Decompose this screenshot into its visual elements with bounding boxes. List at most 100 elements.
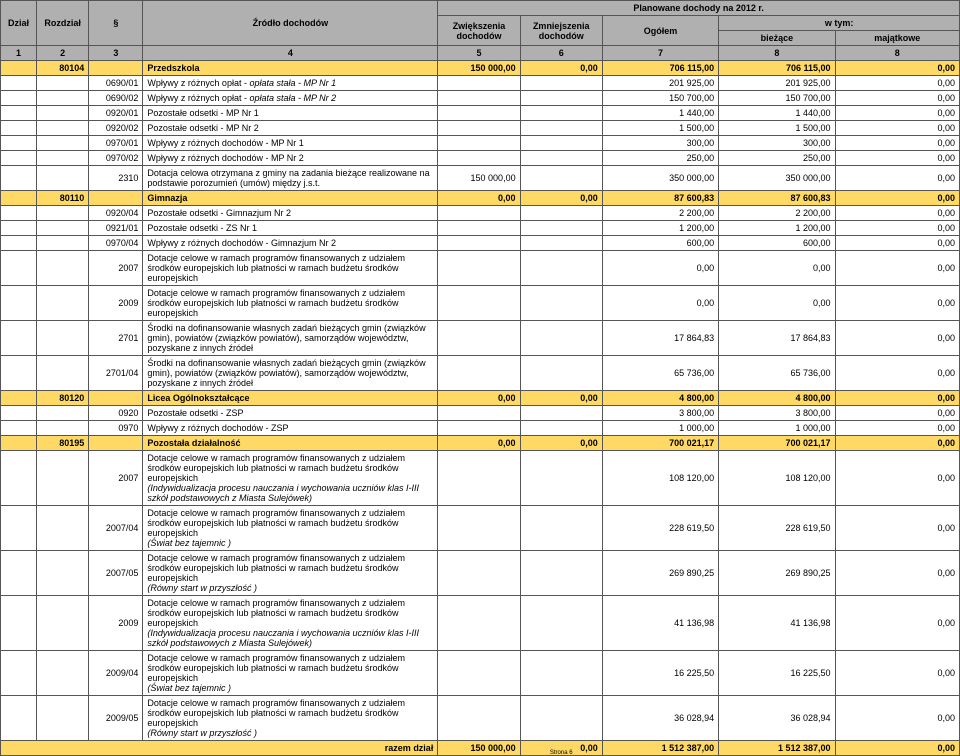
cell-source: Pozostałe odsetki - Gimnazjum Nr 2 [143, 206, 438, 221]
cell: 0921/01 [89, 221, 143, 236]
cell-source: Dotacje celowe w ramach programów finans… [143, 251, 438, 286]
cell [37, 91, 89, 106]
cell: 0,00 [835, 451, 959, 506]
cell [438, 551, 520, 596]
th-colnum: 4 [143, 46, 438, 61]
cell: 16 225,50 [602, 651, 718, 696]
cell: 1 000,00 [719, 421, 835, 436]
cell [37, 76, 89, 91]
cell [1, 121, 37, 136]
cell: 228 619,50 [602, 506, 718, 551]
cell: 2007/04 [89, 506, 143, 551]
cell [1, 151, 37, 166]
cell: 2 200,00 [602, 206, 718, 221]
cell [438, 91, 520, 106]
cell: 0,00 [438, 191, 520, 206]
cell: 0,00 [835, 421, 959, 436]
cell [1, 221, 37, 236]
table-row: 2701/04Środki na dofinansowanie własnych… [1, 356, 960, 391]
cell [1, 391, 37, 406]
cell: 0,00 [438, 436, 520, 451]
table-row: 0970Wpływy z różnych dochodów - ZSP1 000… [1, 421, 960, 436]
cell [1, 436, 37, 451]
cell: 0,00 [835, 286, 959, 321]
cell [520, 286, 602, 321]
cell [438, 506, 520, 551]
cell [520, 406, 602, 421]
table-row: 80195Pozostała działalność0,000,00700 02… [1, 436, 960, 451]
cell [37, 356, 89, 391]
cell: 0,00 [719, 286, 835, 321]
table-row: 0970/04Wpływy z różnych dochodów - Gimna… [1, 236, 960, 251]
table-body: 80104Przedszkola150 000,000,00706 115,00… [1, 61, 960, 741]
cell [37, 696, 89, 741]
cell-source: Przedszkola [143, 61, 438, 76]
cell [520, 136, 602, 151]
cell: 0,00 [835, 166, 959, 191]
cell: 0,00 [835, 151, 959, 166]
cell [1, 356, 37, 391]
cell [1, 451, 37, 506]
cell: 0970/02 [89, 151, 143, 166]
cell: 80110 [37, 191, 89, 206]
table-row: 2007/05Dotacje celowe w ramach programów… [1, 551, 960, 596]
table-row: 0690/02Wpływy z różnych opłat - opłata s… [1, 91, 960, 106]
cell: 1 500,00 [719, 121, 835, 136]
cell [438, 421, 520, 436]
cell: 350 000,00 [602, 166, 718, 191]
cell: 0,00 [835, 651, 959, 696]
cell-source: Środki na dofinansowanie własnych zadań … [143, 356, 438, 391]
table-row: 2007Dotacje celowe w ramach programów fi… [1, 451, 960, 506]
cell: 250,00 [719, 151, 835, 166]
cell: 300,00 [602, 136, 718, 151]
th-colnum: 7 [602, 46, 718, 61]
cell: 1 440,00 [719, 106, 835, 121]
table-row: 2009/04Dotacje celowe w ramach programów… [1, 651, 960, 696]
cell-source: Pozostałe odsetki - MP Nr 2 [143, 121, 438, 136]
cell: 0690/01 [89, 76, 143, 91]
cell [438, 251, 520, 286]
cell: 41 136,98 [719, 596, 835, 651]
cell [37, 151, 89, 166]
cell [89, 391, 143, 406]
cell [1, 191, 37, 206]
cell: 2009 [89, 596, 143, 651]
th-colnum: 5 [438, 46, 520, 61]
th-colnum: 8 [835, 46, 959, 61]
th-planowane: Planowane dochody na 2012 r. [438, 1, 960, 16]
cell-source: Wpływy z różnych dochodów - MP Nr 2 [143, 151, 438, 166]
cell: 0,00 [835, 91, 959, 106]
table-row: 2009Dotacje celowe w ramach programów fi… [1, 596, 960, 651]
cell [37, 321, 89, 356]
cell [1, 76, 37, 91]
cell: 0,00 [602, 251, 718, 286]
cell [37, 506, 89, 551]
cell: 201 925,00 [719, 76, 835, 91]
th-colnum: 6 [520, 46, 602, 61]
cell [1, 651, 37, 696]
cell [520, 151, 602, 166]
cell [438, 451, 520, 506]
cell [1, 421, 37, 436]
cell [520, 696, 602, 741]
cell [1, 506, 37, 551]
cell: 0,00 [835, 321, 959, 356]
cell: 65 736,00 [602, 356, 718, 391]
cell: 0,00 [835, 236, 959, 251]
cell [1, 551, 37, 596]
cell: 0,00 [835, 596, 959, 651]
table-row: 2009Dotacje celowe w ramach programów fi… [1, 286, 960, 321]
cell [1, 321, 37, 356]
cell [37, 551, 89, 596]
footer-ma: 0,00 [835, 741, 959, 756]
cell-source: Wpływy z różnych opłat - opłata stała - … [143, 91, 438, 106]
table-row: 80104Przedszkola150 000,000,00706 115,00… [1, 61, 960, 76]
cell [438, 236, 520, 251]
cell: 0,00 [835, 121, 959, 136]
cell-source: Wpływy z różnych dochodów - ZSP [143, 421, 438, 436]
cell: 250,00 [602, 151, 718, 166]
cell [438, 106, 520, 121]
cell: 1 500,00 [602, 121, 718, 136]
cell: 2 200,00 [719, 206, 835, 221]
cell: 17 864,83 [602, 321, 718, 356]
